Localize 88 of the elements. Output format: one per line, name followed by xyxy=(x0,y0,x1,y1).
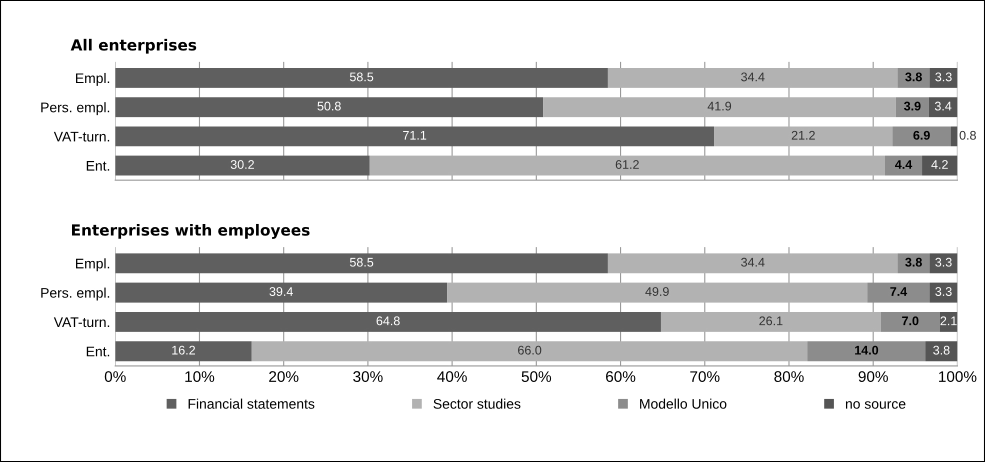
bar xyxy=(252,341,808,362)
data-label: 50.8 xyxy=(317,102,341,111)
data-label: 58.5 xyxy=(350,258,374,267)
bar xyxy=(370,156,885,176)
chart-title: Enterprises with employees xyxy=(72,224,310,239)
x-tick-label: 90% xyxy=(858,371,888,382)
y-tick-label: Pers. empl. xyxy=(41,288,110,301)
data-label: 7.4 xyxy=(890,287,908,296)
data-label: 4.4 xyxy=(895,160,912,169)
bar xyxy=(928,97,958,118)
y-tick-label: Pers. empl. xyxy=(41,102,110,116)
data-label: 2.1 xyxy=(940,316,957,326)
x-tick-label: 70% xyxy=(690,371,720,382)
x-tick-label: 20% xyxy=(269,371,298,382)
bar xyxy=(115,253,608,274)
y-tick-label: Ent. xyxy=(86,161,110,171)
data-label: 6.9 xyxy=(913,130,930,140)
bar xyxy=(660,312,881,332)
bar xyxy=(930,282,958,303)
data-label: 3.4 xyxy=(934,102,952,111)
data-label: 16.2 xyxy=(172,346,195,355)
y-tick-label: Empl. xyxy=(76,72,110,86)
legend-label: Sector studies xyxy=(434,398,520,409)
data-label: 3.9 xyxy=(904,102,921,111)
data-label: 3.3 xyxy=(935,72,952,82)
bar xyxy=(867,282,930,303)
bar xyxy=(714,126,893,146)
x-tick-label: 0% xyxy=(104,371,126,382)
data-label: 34.4 xyxy=(741,72,765,82)
bar xyxy=(447,282,868,303)
bar xyxy=(898,253,930,274)
data-label: 30.2 xyxy=(230,160,254,169)
data-label: 3.8 xyxy=(905,258,922,267)
data-label: 49.9 xyxy=(645,287,669,296)
bar xyxy=(115,312,661,332)
bar xyxy=(115,282,448,303)
data-label: 71.1 xyxy=(403,131,426,140)
data-label: 41.9 xyxy=(708,102,732,111)
x-tick-label: 40% xyxy=(437,371,467,382)
data-label: 26.1 xyxy=(759,316,782,326)
bar xyxy=(808,341,926,362)
x-tick-label: 80% xyxy=(774,371,804,382)
bar xyxy=(608,253,898,274)
bar xyxy=(115,97,544,118)
legend-label: Financial statements xyxy=(188,398,314,409)
data-label: 64.8 xyxy=(376,316,400,326)
x-tick-label: 50% xyxy=(522,371,552,382)
bar xyxy=(115,341,252,362)
chart-title: All enterprises xyxy=(70,38,196,54)
x-tick-label: 10% xyxy=(185,371,214,382)
data-label: 3.3 xyxy=(935,287,952,296)
data-label: 58.5 xyxy=(350,72,374,82)
bar xyxy=(922,156,958,176)
data-label: 39.4 xyxy=(269,287,293,296)
bar xyxy=(115,126,714,146)
y-tick-label: Ent. xyxy=(86,346,110,356)
y-tick-label: Empl. xyxy=(76,258,110,272)
bar xyxy=(543,97,896,118)
data-label: 34.4 xyxy=(741,258,765,267)
data-label: 7.0 xyxy=(902,316,918,326)
data-label: 21.2 xyxy=(792,130,815,140)
bar xyxy=(930,253,958,274)
data-label: 66.0 xyxy=(518,346,542,355)
bar xyxy=(115,68,608,88)
legend-label: no source xyxy=(846,401,906,409)
data-label: 3.3 xyxy=(935,258,952,267)
y-tick-label: VAT-turn. xyxy=(54,317,110,328)
bar xyxy=(884,156,922,176)
bar xyxy=(898,68,930,88)
bar xyxy=(880,312,940,332)
x-tick-label: 60% xyxy=(606,371,636,382)
data-label: 3.8 xyxy=(933,346,950,355)
bar xyxy=(892,126,951,146)
data-label: 3.8 xyxy=(905,72,922,82)
x-tick-label: 30% xyxy=(353,371,383,382)
x-tick-label: 100% xyxy=(939,371,976,382)
bar xyxy=(115,156,370,176)
data-label: 14.0 xyxy=(855,346,878,355)
data-label: 4.2 xyxy=(931,160,948,169)
bar xyxy=(930,68,958,88)
bar xyxy=(608,68,898,88)
bar xyxy=(950,126,958,146)
bar xyxy=(940,312,958,332)
legend-label: Modello Unico xyxy=(640,398,726,409)
bar xyxy=(896,97,929,118)
data-label: 0.8 xyxy=(960,130,976,140)
data-label: 61.2 xyxy=(616,160,639,169)
y-tick-label: VAT-turn. xyxy=(54,132,110,142)
